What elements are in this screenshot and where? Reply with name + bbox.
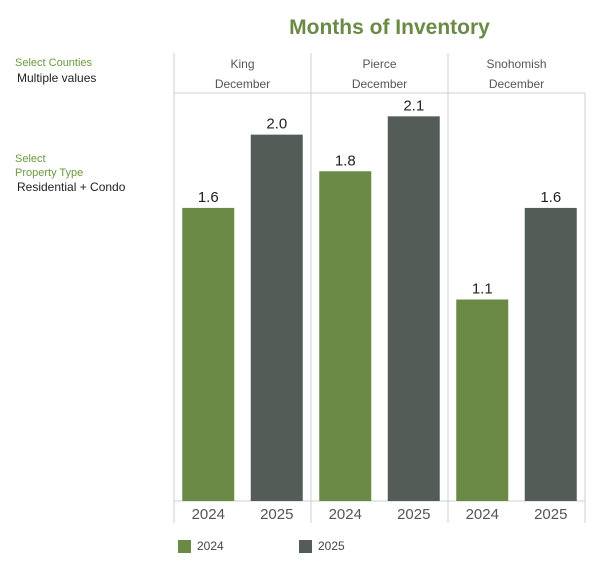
panel-name-snohomish: Snohomish bbox=[486, 57, 546, 71]
x-tick-label-pierce-2024: 2024 bbox=[329, 506, 362, 523]
bar-snohomish-2024 bbox=[456, 299, 509, 501]
panel-name-pierce: Pierce bbox=[362, 57, 396, 71]
data-label-pierce-2024: 1.8 bbox=[335, 152, 356, 169]
bar-king-2025 bbox=[250, 134, 303, 502]
panel-month-king: December bbox=[215, 77, 270, 91]
bar-pierce-2025 bbox=[387, 116, 440, 502]
legend-swatch-2025 bbox=[299, 540, 312, 553]
property-filter-label-line1: Select bbox=[15, 153, 46, 165]
bar-king-2024 bbox=[182, 207, 235, 501]
bar-snohomish-2025 bbox=[524, 207, 577, 501]
panel-name-king: King bbox=[230, 57, 254, 71]
data-label-snohomish-2024: 1.1 bbox=[472, 281, 493, 298]
counties-filter-value[interactable]: Multiple values bbox=[17, 71, 97, 85]
chart-title: Months of Inventory bbox=[289, 16, 490, 39]
property-filter-value[interactable]: Residential + Condo bbox=[17, 180, 126, 194]
data-label-king-2024: 1.6 bbox=[198, 189, 219, 206]
x-tick-label-pierce-2025: 2025 bbox=[397, 506, 430, 523]
counties-filter-label: Select Counties bbox=[15, 57, 93, 69]
property-filter-label-line2: Property Type bbox=[15, 167, 84, 179]
panel-month-pierce: December bbox=[352, 77, 407, 91]
data-label-snohomish-2025: 1.6 bbox=[540, 189, 561, 206]
bar-pierce-2024 bbox=[319, 171, 372, 502]
legend-label-2025: 2025 bbox=[318, 539, 345, 553]
x-tick-label-king-2025: 2025 bbox=[260, 506, 293, 523]
data-label-pierce-2025: 2.1 bbox=[403, 97, 424, 114]
data-label-king-2025: 2.0 bbox=[266, 116, 287, 133]
panel-month-snohomish: December bbox=[489, 77, 544, 91]
x-tick-label-snohomish-2025: 2025 bbox=[534, 506, 567, 523]
x-tick-label-king-2024: 2024 bbox=[192, 506, 225, 523]
legend-swatch-2024 bbox=[178, 540, 191, 553]
x-tick-label-snohomish-2024: 2024 bbox=[466, 506, 499, 523]
legend-label-2024: 2024 bbox=[197, 539, 224, 553]
